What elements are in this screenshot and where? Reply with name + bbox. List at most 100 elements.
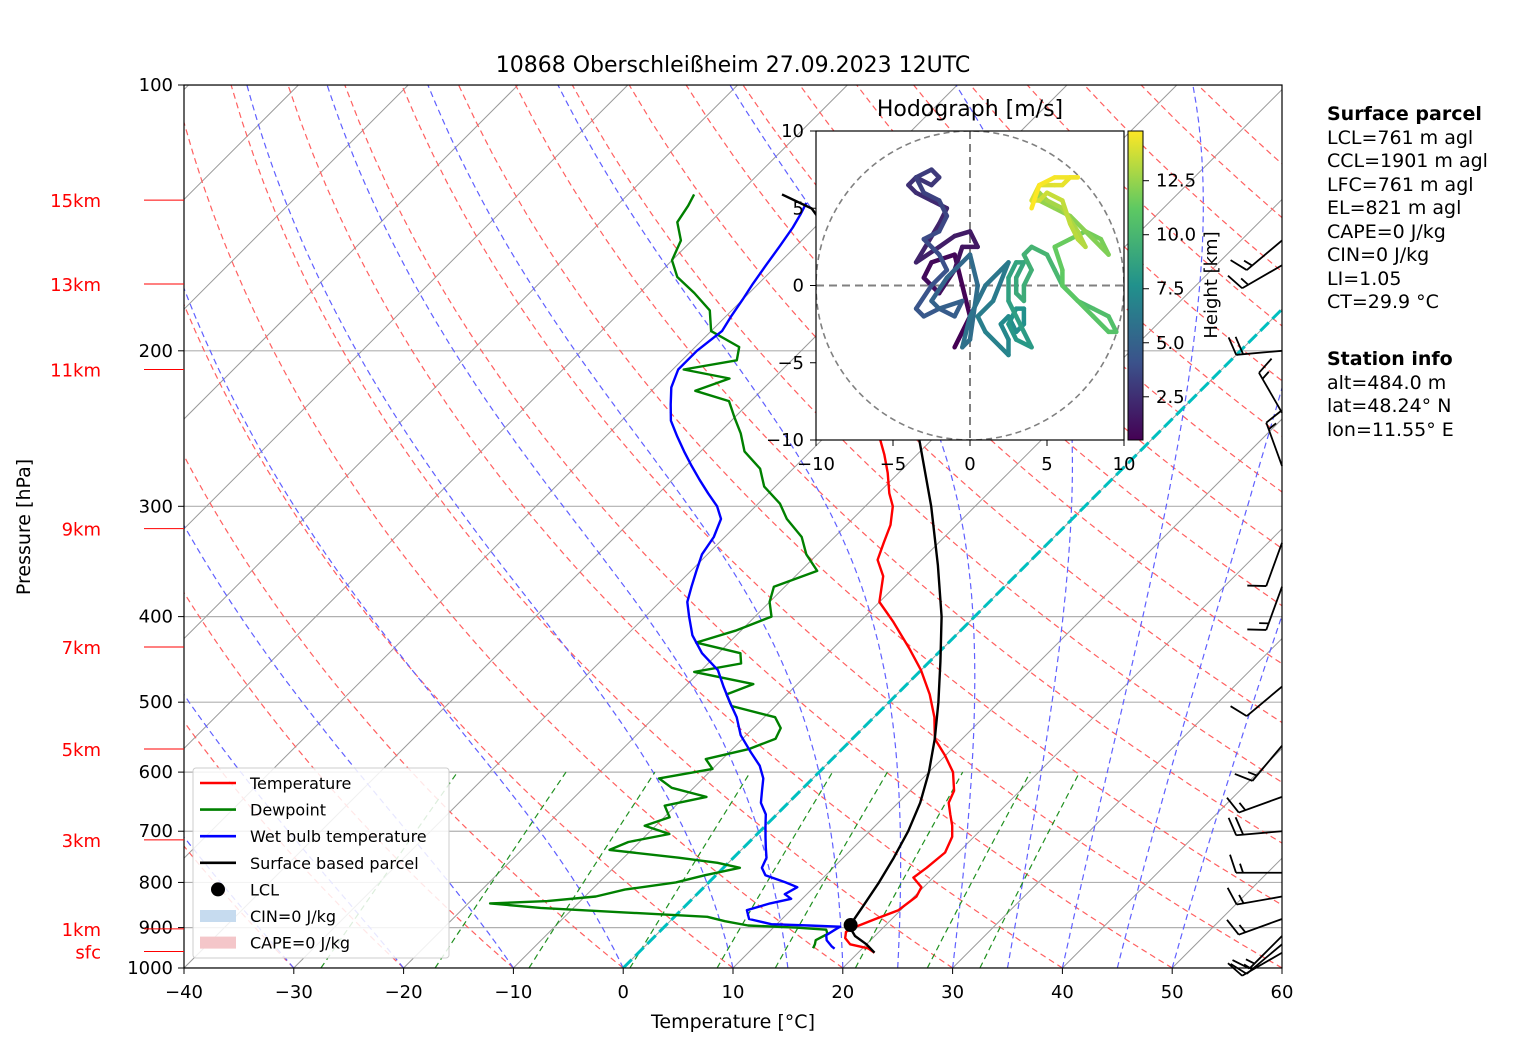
height-label: 1km xyxy=(62,920,101,941)
wind-barb-flag xyxy=(1234,816,1244,835)
wind-barb-staff xyxy=(1265,542,1283,587)
mixing-ratio-line xyxy=(434,771,567,968)
hodograph-x-tick-label: −5 xyxy=(880,454,907,475)
hodograph-segment xyxy=(921,229,942,242)
hodograph-y-tick-label: −5 xyxy=(777,353,804,374)
wind-barb-flag xyxy=(1234,336,1244,355)
hodograph-segment xyxy=(936,233,957,250)
y-tick-label: 700 xyxy=(139,821,173,842)
wind-barb xyxy=(1234,745,1283,782)
station-latitude: lat=48.24° N xyxy=(1327,395,1452,417)
hodograph-segment xyxy=(913,167,934,180)
wind-barb-flag xyxy=(1230,259,1248,271)
station-info-title: Station info xyxy=(1327,348,1453,370)
wind-barb-flag xyxy=(1234,773,1253,782)
wind-barb xyxy=(1226,887,1283,906)
y-tick-label: 100 xyxy=(139,75,173,96)
hodograph-segment xyxy=(929,267,950,288)
wind-barb-half-flag xyxy=(1238,802,1247,811)
hodograph-segment xyxy=(1067,213,1088,234)
x-tick-label: −30 xyxy=(275,982,313,1003)
el-value: EL=821 m agl xyxy=(1327,197,1462,219)
hodograph-segment xyxy=(960,314,973,350)
hodograph-segment xyxy=(944,260,965,281)
hodograph-segment xyxy=(1013,260,1027,281)
station-info: Station info alt=484.0 m lat=48.24° N lo… xyxy=(1327,348,1454,442)
wind-barb-flag xyxy=(1258,358,1273,374)
hodograph-segment xyxy=(1029,244,1050,257)
x-tick-label: −40 xyxy=(165,982,203,1003)
hodograph-y-tick-label: 10 xyxy=(781,121,804,142)
wind-barb-staff xyxy=(1265,586,1283,631)
height-label: 7km xyxy=(62,638,101,659)
hodograph-segment xyxy=(983,329,1004,350)
wet-bulb-line xyxy=(669,202,842,950)
isotherm-line xyxy=(842,528,1282,968)
colorbar-tick-label: 10.0 xyxy=(1156,225,1196,246)
y-tick-label: 600 xyxy=(139,762,173,783)
mixing-ratio-line xyxy=(979,771,1081,968)
mixing-ratio-line xyxy=(774,771,888,968)
hodograph-segment xyxy=(913,283,934,311)
wind-barb xyxy=(1247,542,1283,587)
dry-adiabat-line xyxy=(401,85,1282,968)
li-value: LI=1.05 xyxy=(1327,267,1402,290)
wind-barb xyxy=(1226,918,1283,936)
wind-barb xyxy=(1227,336,1283,356)
colorbar-tick-label: 12.5 xyxy=(1156,171,1196,192)
chart-title: 10868 Oberschleißheim 27.09.2023 12UTC xyxy=(496,53,971,78)
hodograph-segment xyxy=(1006,298,1019,319)
hodograph-segment xyxy=(1090,314,1111,335)
hodograph-segment xyxy=(1044,190,1065,203)
wind-barb-half-flag xyxy=(1268,422,1277,430)
y-tick-label: 300 xyxy=(139,496,173,517)
moist-adiabat-line xyxy=(557,85,902,968)
hodograph-segment xyxy=(921,260,934,281)
wind-barb xyxy=(1230,685,1283,717)
wind-barb-staff xyxy=(1236,349,1283,356)
height-label: sfc xyxy=(75,943,101,964)
mixing-ratio-line xyxy=(629,771,751,968)
wind-barb xyxy=(1230,943,1283,975)
moist-adiabat-line xyxy=(1116,385,1282,968)
wind-barb-flag xyxy=(1227,274,1243,289)
height-label: 13km xyxy=(50,275,101,296)
surface-parcel-title: Surface parcel xyxy=(1327,103,1482,125)
wind-barb xyxy=(1247,586,1283,631)
hodograph-y-tick-label: 5 xyxy=(793,198,804,219)
hodograph-segment xyxy=(1037,175,1057,188)
colorbar-tick-label: 2.5 xyxy=(1156,387,1185,408)
isotherm-line xyxy=(184,85,629,530)
x-tick-label: 10 xyxy=(722,982,745,1003)
hodograph-segment xyxy=(1083,229,1104,250)
y-tick-label: 1000 xyxy=(127,958,173,979)
cape-value: CAPE=0 J/kg xyxy=(1327,220,1446,243)
hodograph-segment xyxy=(1021,267,1034,288)
wind-barb-flag xyxy=(1232,959,1250,970)
legend-lcl-label: LCL xyxy=(250,880,279,899)
y-tick-label: 200 xyxy=(139,341,173,362)
wind-barb-flag xyxy=(1230,963,1248,975)
hodograph: Hodograph [m/s] −10 −5 0 5 10 10 5 0 −5 −10 2.5 5.… xyxy=(766,97,1222,475)
hodograph-segment xyxy=(1052,236,1073,250)
hodograph-segment xyxy=(1044,198,1065,211)
height-label: 15km xyxy=(50,191,101,212)
moist-adiabat-line xyxy=(246,85,734,968)
y-tick-label: 500 xyxy=(139,692,173,713)
legend-wet-bulb-label: Wet bulb temperature xyxy=(250,827,427,846)
ct-value: CT=29.9 °C xyxy=(1327,291,1439,313)
hodograph-segment xyxy=(936,213,950,234)
dewpoint-line xyxy=(488,193,829,949)
wind-barb xyxy=(1227,264,1283,290)
hodograph-segment xyxy=(1060,198,1073,226)
hodograph-segment xyxy=(983,267,1004,288)
wind-barb xyxy=(1232,935,1283,970)
station-altitude: alt=484.0 m xyxy=(1327,371,1447,394)
hodograph-x-tick-label: 0 xyxy=(964,454,975,475)
wind-barb-staff xyxy=(1238,918,1283,936)
wind-barb-half-flag xyxy=(1261,371,1270,380)
hodograph-segment xyxy=(967,229,980,250)
hodograph-segment xyxy=(975,298,996,319)
hodograph-segment xyxy=(967,252,980,288)
height-label: 11km xyxy=(50,361,101,382)
